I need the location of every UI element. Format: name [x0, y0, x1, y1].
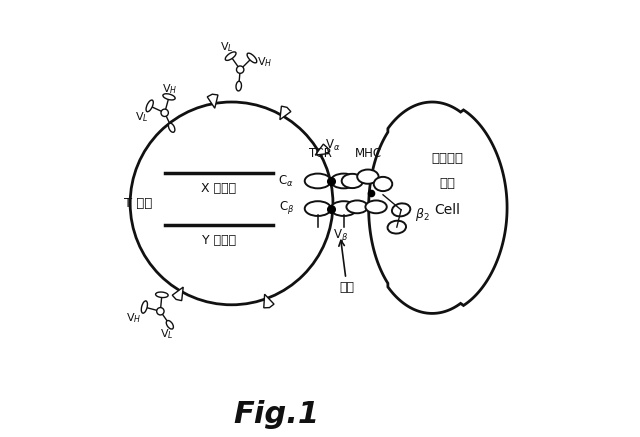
Text: TCR: TCR: [308, 147, 332, 160]
Text: X 遺伝子: X 遺伝子: [201, 182, 236, 195]
Polygon shape: [207, 94, 218, 108]
Ellipse shape: [166, 320, 173, 329]
Ellipse shape: [331, 201, 357, 216]
Ellipse shape: [141, 301, 147, 313]
Text: V$_H$: V$_H$: [126, 312, 141, 326]
Text: T 細胞: T 細胞: [124, 197, 152, 210]
Polygon shape: [264, 294, 274, 308]
Text: V$_L$: V$_L$: [136, 110, 149, 124]
Text: V$_{α}$: V$_{α}$: [325, 138, 340, 153]
Polygon shape: [172, 287, 183, 301]
Text: V$_H$: V$_H$: [162, 82, 177, 96]
Polygon shape: [280, 106, 291, 120]
Ellipse shape: [225, 52, 236, 60]
Ellipse shape: [130, 102, 333, 305]
Text: Cell: Cell: [435, 203, 460, 217]
Ellipse shape: [331, 173, 357, 188]
Ellipse shape: [374, 177, 392, 191]
Polygon shape: [369, 102, 507, 313]
Text: V$_{β}$: V$_{β}$: [333, 227, 348, 244]
Text: V$_L$: V$_L$: [160, 327, 173, 341]
Ellipse shape: [388, 221, 406, 233]
Ellipse shape: [346, 201, 368, 213]
Text: 抗原提示: 抗原提示: [431, 152, 463, 165]
Ellipse shape: [305, 201, 331, 216]
Text: C$_{α}$: C$_{α}$: [278, 174, 294, 189]
Text: V$_H$: V$_H$: [257, 55, 273, 69]
Text: β$_2$: β$_2$: [415, 206, 429, 223]
Ellipse shape: [342, 174, 363, 188]
Ellipse shape: [247, 53, 257, 63]
Ellipse shape: [237, 66, 244, 73]
Ellipse shape: [163, 94, 175, 100]
Text: C$_{β}$: C$_{β}$: [279, 199, 294, 216]
Text: Fig.1: Fig.1: [234, 400, 320, 429]
Text: 抗原: 抗原: [340, 281, 355, 294]
Ellipse shape: [305, 173, 331, 188]
Ellipse shape: [392, 203, 410, 216]
Ellipse shape: [156, 292, 168, 298]
Text: MHC: MHC: [355, 147, 382, 160]
Text: V$_L$: V$_L$: [220, 40, 233, 54]
Text: 細胞: 細胞: [439, 177, 455, 191]
Ellipse shape: [161, 109, 168, 117]
Ellipse shape: [357, 170, 379, 184]
Ellipse shape: [365, 201, 387, 213]
Ellipse shape: [236, 81, 241, 91]
Ellipse shape: [146, 100, 154, 112]
Ellipse shape: [168, 123, 175, 132]
Text: Y 遺伝子: Y 遺伝子: [202, 233, 236, 246]
Ellipse shape: [157, 308, 164, 315]
Polygon shape: [316, 144, 329, 155]
